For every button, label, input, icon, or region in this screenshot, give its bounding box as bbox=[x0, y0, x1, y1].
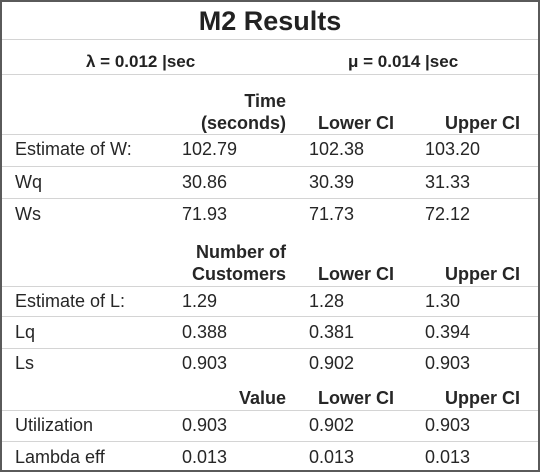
upper-ci-value: 0.903 bbox=[425, 415, 471, 435]
divider bbox=[2, 286, 538, 287]
upper-ci-value: 103.20 bbox=[425, 139, 481, 159]
lower-ci-value: 0.013 bbox=[309, 447, 355, 467]
divider bbox=[2, 39, 538, 40]
row-label: Wq bbox=[15, 172, 42, 192]
row-label: Ls bbox=[15, 353, 35, 373]
lower-ci-header: Lower CI bbox=[318, 388, 395, 408]
upper-ci-header: Upper CI bbox=[445, 264, 521, 284]
lower-ci-value: 102.38 bbox=[309, 139, 365, 159]
row-label: Lambda eff bbox=[15, 447, 105, 467]
lower-ci-value: 30.39 bbox=[309, 172, 355, 192]
lambda-rate: λ = 0.012 |sec bbox=[86, 52, 196, 71]
time-header: Time (seconds) bbox=[182, 90, 286, 134]
mu-rate: μ = 0.014 |sec bbox=[348, 52, 459, 71]
lower-ci-header: Lower CI bbox=[318, 113, 395, 133]
lower-ci-value: 1.28 bbox=[309, 291, 345, 311]
customers-header-line2: Customers bbox=[191, 264, 286, 284]
upper-ci-value: 1.30 bbox=[425, 291, 461, 311]
customers-value: 0.388 bbox=[182, 322, 228, 342]
time-value: 102.79 bbox=[182, 139, 238, 159]
time-header-line2: (seconds) bbox=[200, 113, 286, 133]
lower-ci-value: 71.73 bbox=[309, 204, 355, 224]
time-value: 30.86 bbox=[182, 172, 228, 192]
row-label: Estimate of L: bbox=[15, 291, 126, 311]
upper-ci-value: 0.013 bbox=[425, 447, 471, 467]
divider bbox=[2, 441, 538, 442]
divider bbox=[2, 198, 538, 199]
upper-ci-value: 72.12 bbox=[425, 204, 471, 224]
value-cell: 0.013 bbox=[182, 447, 228, 467]
divider bbox=[2, 166, 538, 167]
time-header-line1: Time bbox=[244, 91, 286, 111]
upper-ci-header: Upper CI bbox=[445, 113, 521, 133]
customers-value: 1.29 bbox=[182, 291, 218, 311]
time-value: 71.93 bbox=[182, 204, 228, 224]
divider bbox=[2, 316, 538, 317]
page-title: M2 Results bbox=[198, 6, 342, 36]
lower-ci-value: 0.902 bbox=[309, 353, 355, 373]
row-label: Utilization bbox=[15, 415, 94, 435]
divider bbox=[2, 74, 538, 75]
lower-ci-header: Lower CI bbox=[318, 264, 395, 284]
divider bbox=[2, 134, 538, 135]
lower-ci-value: 0.902 bbox=[309, 415, 355, 435]
row-label: Ws bbox=[15, 204, 41, 224]
row-label: Estimate of W: bbox=[15, 139, 132, 159]
value-cell: 0.903 bbox=[182, 415, 228, 435]
value-header: Value bbox=[238, 388, 286, 408]
customers-header: Number of Customers bbox=[162, 241, 286, 285]
upper-ci-header: Upper CI bbox=[445, 388, 521, 408]
upper-ci-value: 0.903 bbox=[425, 353, 471, 373]
divider bbox=[2, 410, 538, 411]
customers-value: 0.903 bbox=[182, 353, 228, 373]
upper-ci-value: 31.33 bbox=[425, 172, 471, 192]
row-label: Lq bbox=[15, 322, 36, 342]
customers-header-line1: Number of bbox=[196, 242, 286, 262]
lower-ci-value: 0.381 bbox=[309, 322, 355, 342]
divider bbox=[2, 348, 538, 349]
upper-ci-value: 0.394 bbox=[425, 322, 471, 342]
